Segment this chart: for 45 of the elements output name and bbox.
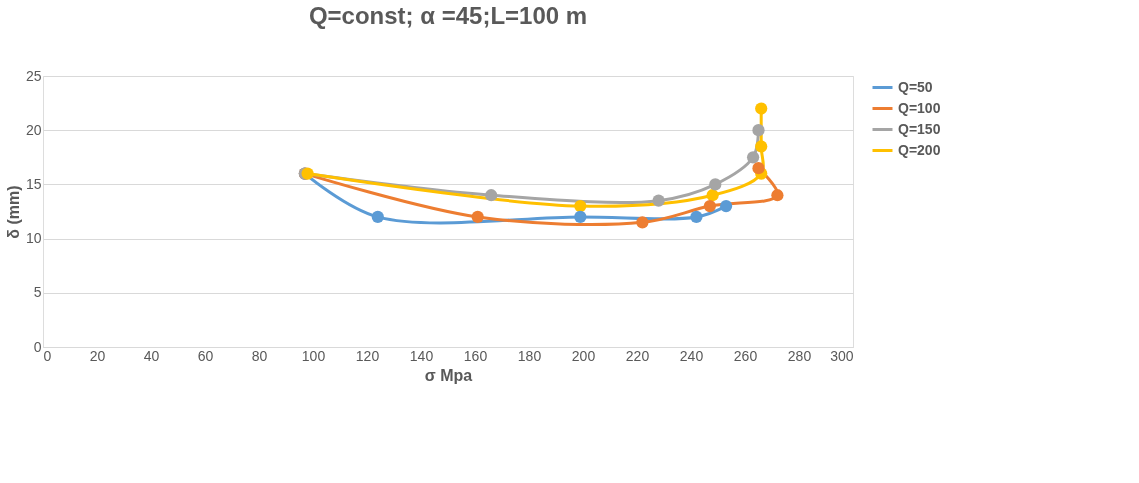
x-tick-label: 60 — [197, 347, 214, 364]
point — [746, 151, 760, 164]
x-tick-label: 180 — [517, 347, 542, 364]
point — [471, 210, 484, 224]
y-tick-label: 10 — [25, 230, 42, 247]
point — [771, 189, 784, 202]
y-tick-label: 5 — [33, 284, 42, 301]
point — [636, 216, 649, 229]
point — [719, 199, 733, 213]
point — [752, 124, 765, 137]
x-tick-label: 200 — [571, 347, 596, 364]
x-tick-label: 300 — [830, 347, 854, 364]
x-tick-label: 20 — [89, 347, 106, 364]
legend-label: Q=200 — [898, 141, 941, 158]
x-tick-label: 220 — [625, 347, 650, 364]
point — [706, 189, 719, 202]
point — [652, 194, 665, 207]
x-tick-label: 40 — [143, 347, 160, 364]
x-tick-label: 140 — [409, 347, 434, 364]
y-tick-label: 15 — [25, 175, 42, 192]
x-tick-label: 260 — [733, 347, 758, 364]
point — [755, 102, 768, 115]
legend-label: Q=150 — [898, 120, 941, 137]
point — [574, 210, 587, 224]
legend-label: Q=50 — [898, 78, 933, 95]
point — [690, 210, 703, 224]
point — [752, 162, 765, 175]
point — [485, 189, 498, 202]
y-tick-label: 20 — [25, 121, 42, 138]
chart-title: Q=const; α =45;L=100 m — [308, 2, 588, 29]
x-tick-label: 280 — [787, 347, 812, 364]
y-tick-label: 25 — [25, 67, 42, 84]
x-axis-title: σ Mpa — [424, 366, 473, 384]
x-tick-label: 160 — [463, 347, 488, 364]
point — [371, 210, 384, 224]
x-tick-label: 240 — [679, 347, 704, 364]
x-tick-label: 100 — [301, 347, 326, 364]
point — [709, 178, 722, 191]
x-tick-label: 80 — [251, 347, 268, 364]
x-tick-label: 120 — [355, 347, 380, 364]
y-axis-title: δ (mm) — [4, 185, 22, 239]
point — [574, 199, 587, 213]
point — [755, 140, 768, 153]
legend-label: Q=100 — [898, 99, 941, 116]
point — [703, 199, 717, 213]
